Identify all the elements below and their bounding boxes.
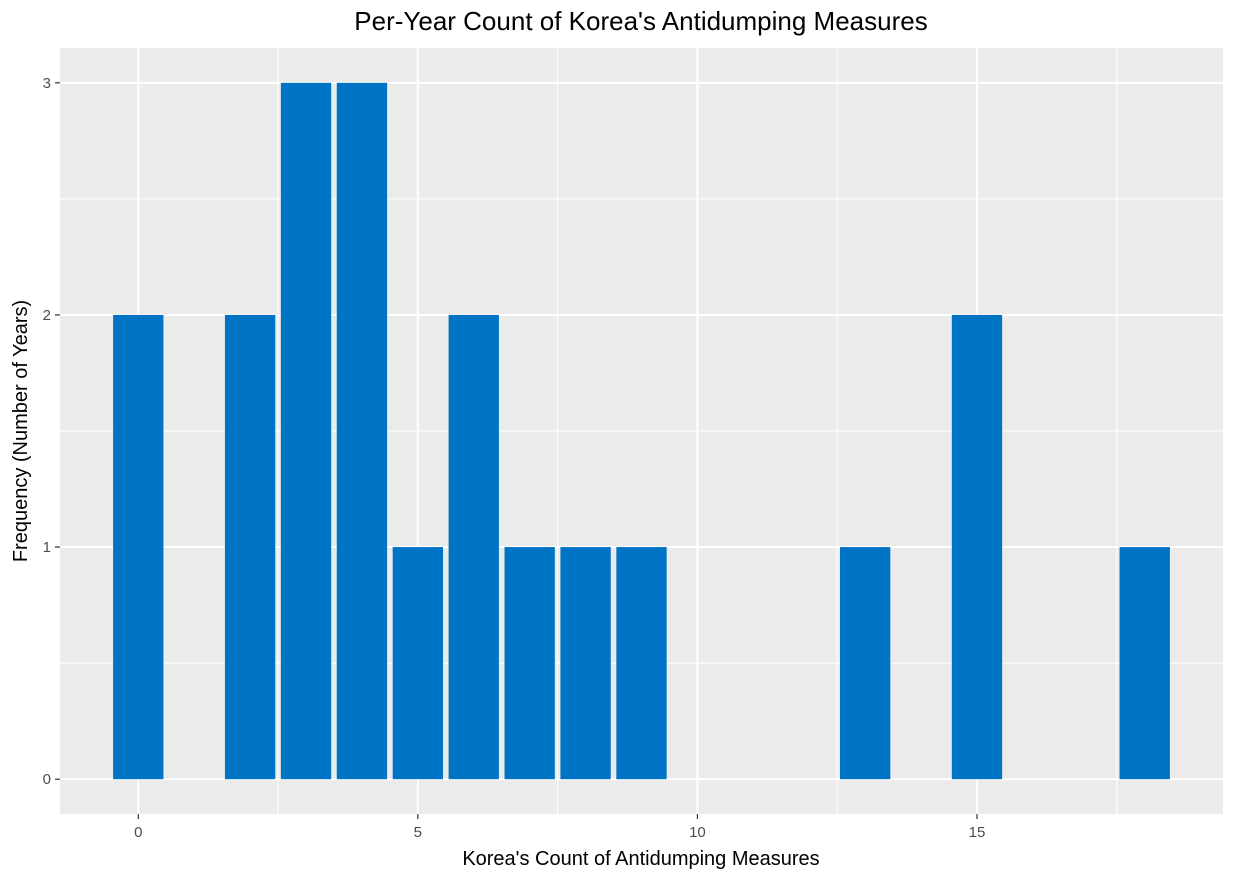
x-tick-label: 5	[414, 824, 422, 841]
grid-minor	[60, 48, 1223, 814]
chart-title: Per-Year Count of Korea's Antidumping Me…	[354, 6, 927, 36]
y-axis-label: Frequency (Number of Years)	[10, 300, 32, 562]
x-axis: 0 5 10 15	[134, 814, 985, 841]
bar	[336, 82, 388, 780]
bar	[504, 547, 555, 780]
x-tick-label: 0	[134, 824, 142, 841]
bar	[1119, 547, 1170, 780]
bar	[448, 314, 499, 780]
y-axis: 0 1 2 3	[43, 75, 60, 788]
bar	[392, 547, 444, 780]
x-tick-label: 10	[689, 824, 706, 841]
x-axis-label: Korea's Count of Antidumping Measures	[462, 848, 819, 870]
bar	[113, 314, 164, 780]
bar	[560, 547, 611, 780]
x-tick-label: 15	[969, 824, 986, 841]
bar	[951, 314, 1003, 780]
y-tick-label: 0	[43, 771, 51, 788]
bars	[113, 82, 1170, 780]
bar	[280, 82, 332, 780]
bar	[616, 547, 667, 780]
y-tick-label: 3	[43, 75, 51, 92]
y-tick-label: 2	[43, 307, 51, 324]
bar	[839, 547, 891, 780]
y-tick-label: 1	[43, 539, 51, 556]
bar	[224, 314, 276, 780]
